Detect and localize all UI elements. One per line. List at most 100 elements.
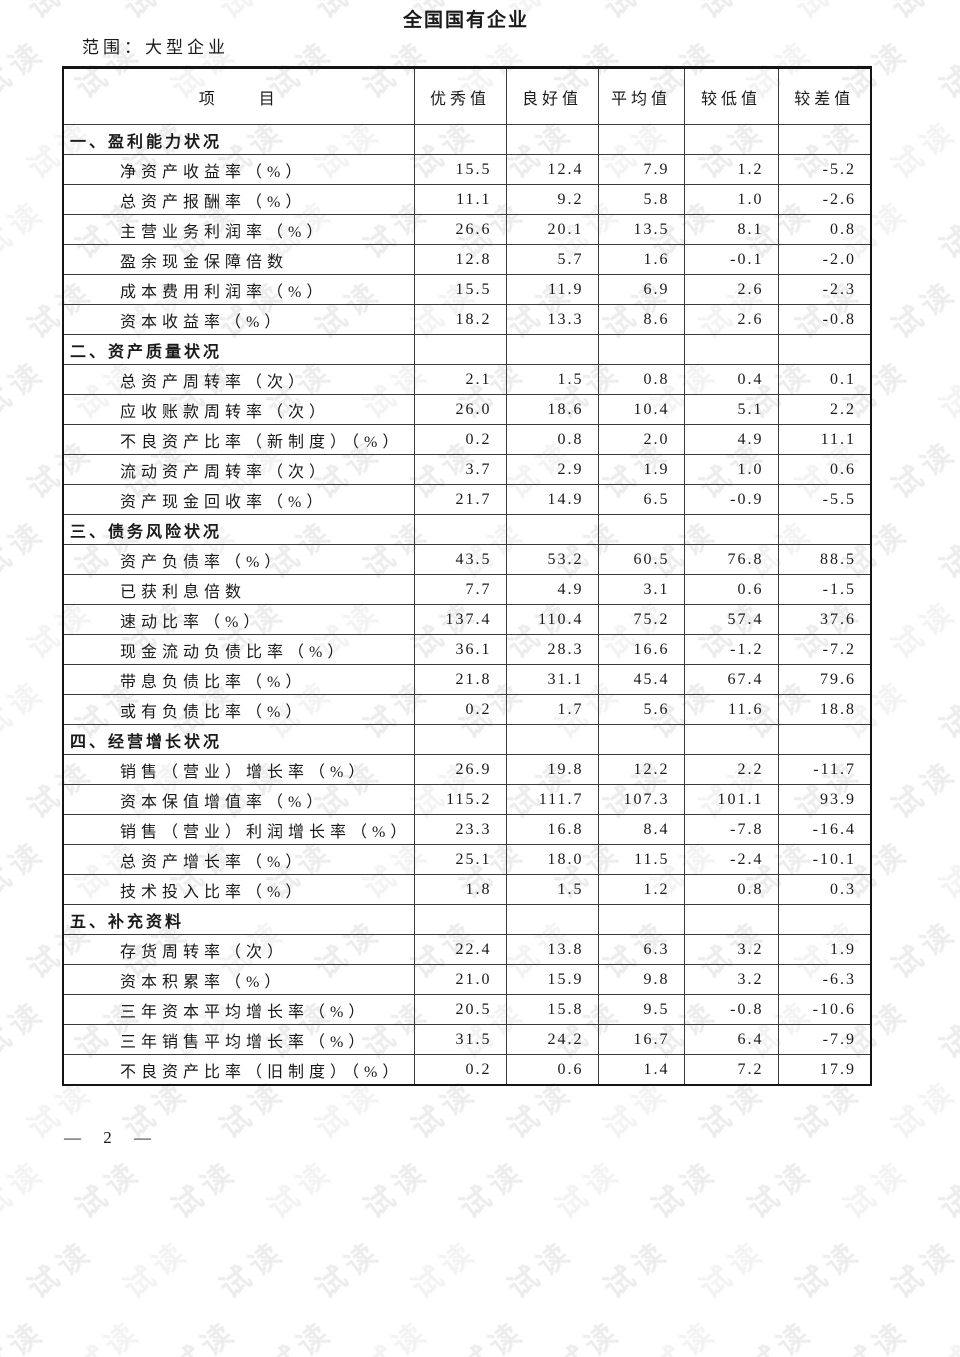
table-row: 盈余现金保障倍数 12.8 5.7 1.6 -0.1 -2.0 — [62, 244, 872, 275]
value-cell: 10.4 — [597, 394, 685, 425]
value-cell: 0.2 — [413, 424, 507, 455]
value-cell: 4.9 — [683, 424, 779, 455]
value-cell: 1.8 — [413, 874, 507, 905]
empty-cell — [777, 334, 872, 365]
item-label-cell: 资本积累率（%） — [62, 964, 415, 995]
value-cell: 137.4 — [413, 604, 507, 635]
empty-cell — [413, 514, 507, 545]
value-cell: 5.6 — [597, 694, 685, 725]
value-cell: 0.1 — [777, 364, 872, 395]
value-cell: 6.5 — [597, 484, 685, 515]
value-cell: 1.5 — [505, 874, 599, 905]
value-cell: 53.2 — [505, 544, 599, 575]
empty-cell — [597, 124, 685, 155]
table-row: 销售（营业）增长率（%） 26.9 19.8 12.2 2.2 -11.7 — [62, 754, 872, 785]
table-row: 已获利息倍数 7.7 4.9 3.1 0.6 -1.5 — [62, 574, 872, 605]
value-cell: 75.2 — [597, 604, 685, 635]
value-cell: 31.1 — [505, 664, 599, 695]
value-cell: 43.5 — [413, 544, 507, 575]
empty-cell — [413, 724, 507, 755]
value-cell: 31.5 — [413, 1024, 507, 1055]
value-cell: 0.8 — [505, 424, 599, 455]
table-row: 速动比率（%） 137.4 110.4 75.2 57.4 37.6 — [62, 604, 872, 635]
empty-cell — [413, 334, 507, 365]
value-cell: 3.7 — [413, 454, 507, 485]
item-label-cell: 资产负债率（%） — [62, 544, 415, 575]
value-cell: 7.9 — [597, 154, 685, 185]
value-cell: 1.2 — [683, 154, 779, 185]
section-row: 四、经营增长状况 — [62, 724, 872, 755]
empty-cell — [683, 124, 779, 155]
value-cell: -0.1 — [683, 244, 779, 275]
item-label-cell: 不良资产比率（新制度）（%） — [62, 424, 415, 455]
empty-cell — [413, 904, 507, 935]
value-cell: 60.5 — [597, 544, 685, 575]
column-header-good: 良好值 — [505, 67, 599, 125]
table-row: 资本保值增值率（%） 115.2 111.7 107.3 101.1 93.9 — [62, 784, 872, 815]
value-cell: 7.2 — [683, 1054, 779, 1086]
table-row: 三年销售平均增长率（%） 31.5 24.2 16.7 6.4 -7.9 — [62, 1024, 872, 1055]
value-cell: 15.5 — [413, 274, 507, 305]
table-row: 现金流动负债比率（%） 36.1 28.3 16.6 -1.2 -7.2 — [62, 634, 872, 665]
empty-cell — [597, 514, 685, 545]
table-row: 流动资产周转率（次） 3.7 2.9 1.9 1.0 0.6 — [62, 454, 872, 485]
item-label-cell: 存货周转率（次） — [62, 934, 415, 965]
value-cell: 18.2 — [413, 304, 507, 335]
item-label-cell: 带息负债比率（%） — [62, 664, 415, 695]
table-row: 总资产周转率（次） 2.1 1.5 0.8 0.4 0.1 — [62, 364, 872, 395]
table-row: 销售（营业）利润增长率（%） 23.3 16.8 8.4 -7.8 -16.4 — [62, 814, 872, 845]
value-cell: 0.6 — [777, 454, 872, 485]
value-cell: 0.8 — [597, 364, 685, 395]
value-cell: 11.5 — [597, 844, 685, 875]
item-label-cell: 盈余现金保障倍数 — [62, 244, 415, 275]
value-cell: 0.4 — [683, 364, 779, 395]
table-row: 三年资本平均增长率（%） 20.5 15.8 9.5 -0.8 -10.6 — [62, 994, 872, 1025]
section-title: 五、补充资料 — [62, 904, 415, 935]
item-label-cell: 资本保值增值率（%） — [62, 784, 415, 815]
item-label-cell: 三年销售平均增长率（%） — [62, 1024, 415, 1055]
value-cell: 6.4 — [683, 1024, 779, 1055]
table-row: 不良资产比率（新制度）（%） 0.2 0.8 2.0 4.9 11.1 — [62, 424, 872, 455]
value-cell: 21.8 — [413, 664, 507, 695]
value-cell: 13.3 — [505, 304, 599, 335]
value-cell: 2.1 — [413, 364, 507, 395]
section-title: 三、债务风险状况 — [62, 514, 415, 545]
value-cell: 1.7 — [505, 694, 599, 725]
value-cell: 3.2 — [683, 964, 779, 995]
value-cell: -2.4 — [683, 844, 779, 875]
value-cell: 0.2 — [413, 1054, 507, 1086]
table-row: 总资产增长率（%） 25.1 18.0 11.5 -2.4 -10.1 — [62, 844, 872, 875]
value-cell: 2.9 — [505, 454, 599, 485]
value-cell: 18.6 — [505, 394, 599, 425]
value-cell: 5.8 — [597, 184, 685, 215]
item-label-cell: 流动资产周转率（次） — [62, 454, 415, 485]
table-row: 应收账款周转率（次） 26.0 18.6 10.4 5.1 2.2 — [62, 394, 872, 425]
value-cell: -2.0 — [777, 244, 872, 275]
value-cell: 0.8 — [683, 874, 779, 905]
table-row: 资本收益率（%） 18.2 13.3 8.6 2.6 -0.8 — [62, 304, 872, 335]
empty-cell — [683, 904, 779, 935]
empty-cell — [683, 334, 779, 365]
item-label-cell: 销售（营业）利润增长率（%） — [62, 814, 415, 845]
value-cell: 12.2 — [597, 754, 685, 785]
item-label-cell: 销售（营业）增长率（%） — [62, 754, 415, 785]
column-header-item: 项 目 — [62, 67, 415, 125]
item-label-cell: 不良资产比率（旧制度）（%） — [62, 1054, 415, 1086]
value-cell: 26.9 — [413, 754, 507, 785]
item-label-cell: 成本费用利润率（%） — [62, 274, 415, 305]
column-header-lower: 较低值 — [683, 67, 779, 125]
value-cell: 1.9 — [777, 934, 872, 965]
item-label-cell: 现金流动负债比率（%） — [62, 634, 415, 665]
value-cell: 15.5 — [413, 154, 507, 185]
value-cell: 4.9 — [505, 574, 599, 605]
value-cell: -10.6 — [777, 994, 872, 1025]
value-cell: 23.3 — [413, 814, 507, 845]
value-cell: 3.1 — [597, 574, 685, 605]
value-cell: 45.4 — [597, 664, 685, 695]
empty-cell — [597, 904, 685, 935]
table-row: 总资产报酬率（%） 11.1 9.2 5.8 1.0 -2.6 — [62, 184, 872, 215]
value-cell: 26.0 — [413, 394, 507, 425]
page-number: — 2 — — [64, 1128, 153, 1147]
item-label-cell: 速动比率（%） — [62, 604, 415, 635]
value-cell: 57.4 — [683, 604, 779, 635]
